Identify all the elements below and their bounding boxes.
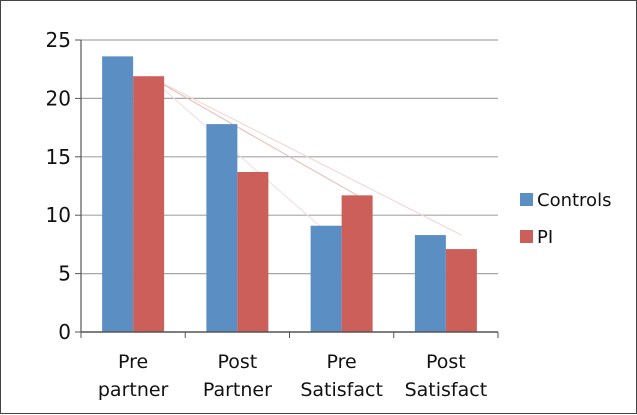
bar-pi-1: [133, 76, 165, 332]
trend-line: [148, 75, 462, 236]
bar-controls-2: [206, 124, 238, 332]
x-category-label: Satisfact: [405, 379, 488, 401]
y-tick-label: 10: [46, 203, 71, 227]
bar-controls-1: [102, 56, 134, 333]
trend-line: [148, 75, 358, 196]
x-category-label: Post: [426, 351, 466, 373]
legend-label-pi: PI: [537, 227, 553, 248]
y-tick-label: 5: [58, 262, 71, 286]
bar-pi-4: [445, 249, 477, 332]
bar-controls-3: [310, 225, 342, 332]
y-tick-label: 25: [46, 28, 71, 52]
bar-controls-4: [414, 235, 446, 332]
x-category-label: Post: [217, 351, 257, 373]
y-tick-label: 20: [46, 86, 71, 110]
x-category-label: partner: [98, 379, 169, 401]
trend-lines: [148, 75, 462, 236]
axes: [75, 39, 499, 338]
bars: [102, 56, 477, 333]
x-category-labels: Pre partner Post Partner Pre Satisfact Post Sat…: [98, 351, 487, 401]
x-category-label: Satisfact: [300, 379, 383, 401]
y-tick-labels: 0 5 10 15 20 25: [46, 28, 71, 344]
x-category-label: Partner: [203, 379, 272, 401]
legend-label-controls: Controls: [537, 190, 611, 211]
y-tick-label: 0: [58, 320, 71, 344]
legend: Controls PI: [520, 190, 611, 248]
y-tick-label: 15: [46, 145, 71, 169]
bar-pi-3: [341, 195, 373, 332]
legend-swatch-pi: [520, 230, 533, 243]
bar-pi-2: [237, 171, 269, 332]
legend-swatch-controls: [520, 193, 533, 206]
x-category-label: Pre: [118, 351, 148, 373]
x-category-label: Pre: [327, 351, 357, 373]
